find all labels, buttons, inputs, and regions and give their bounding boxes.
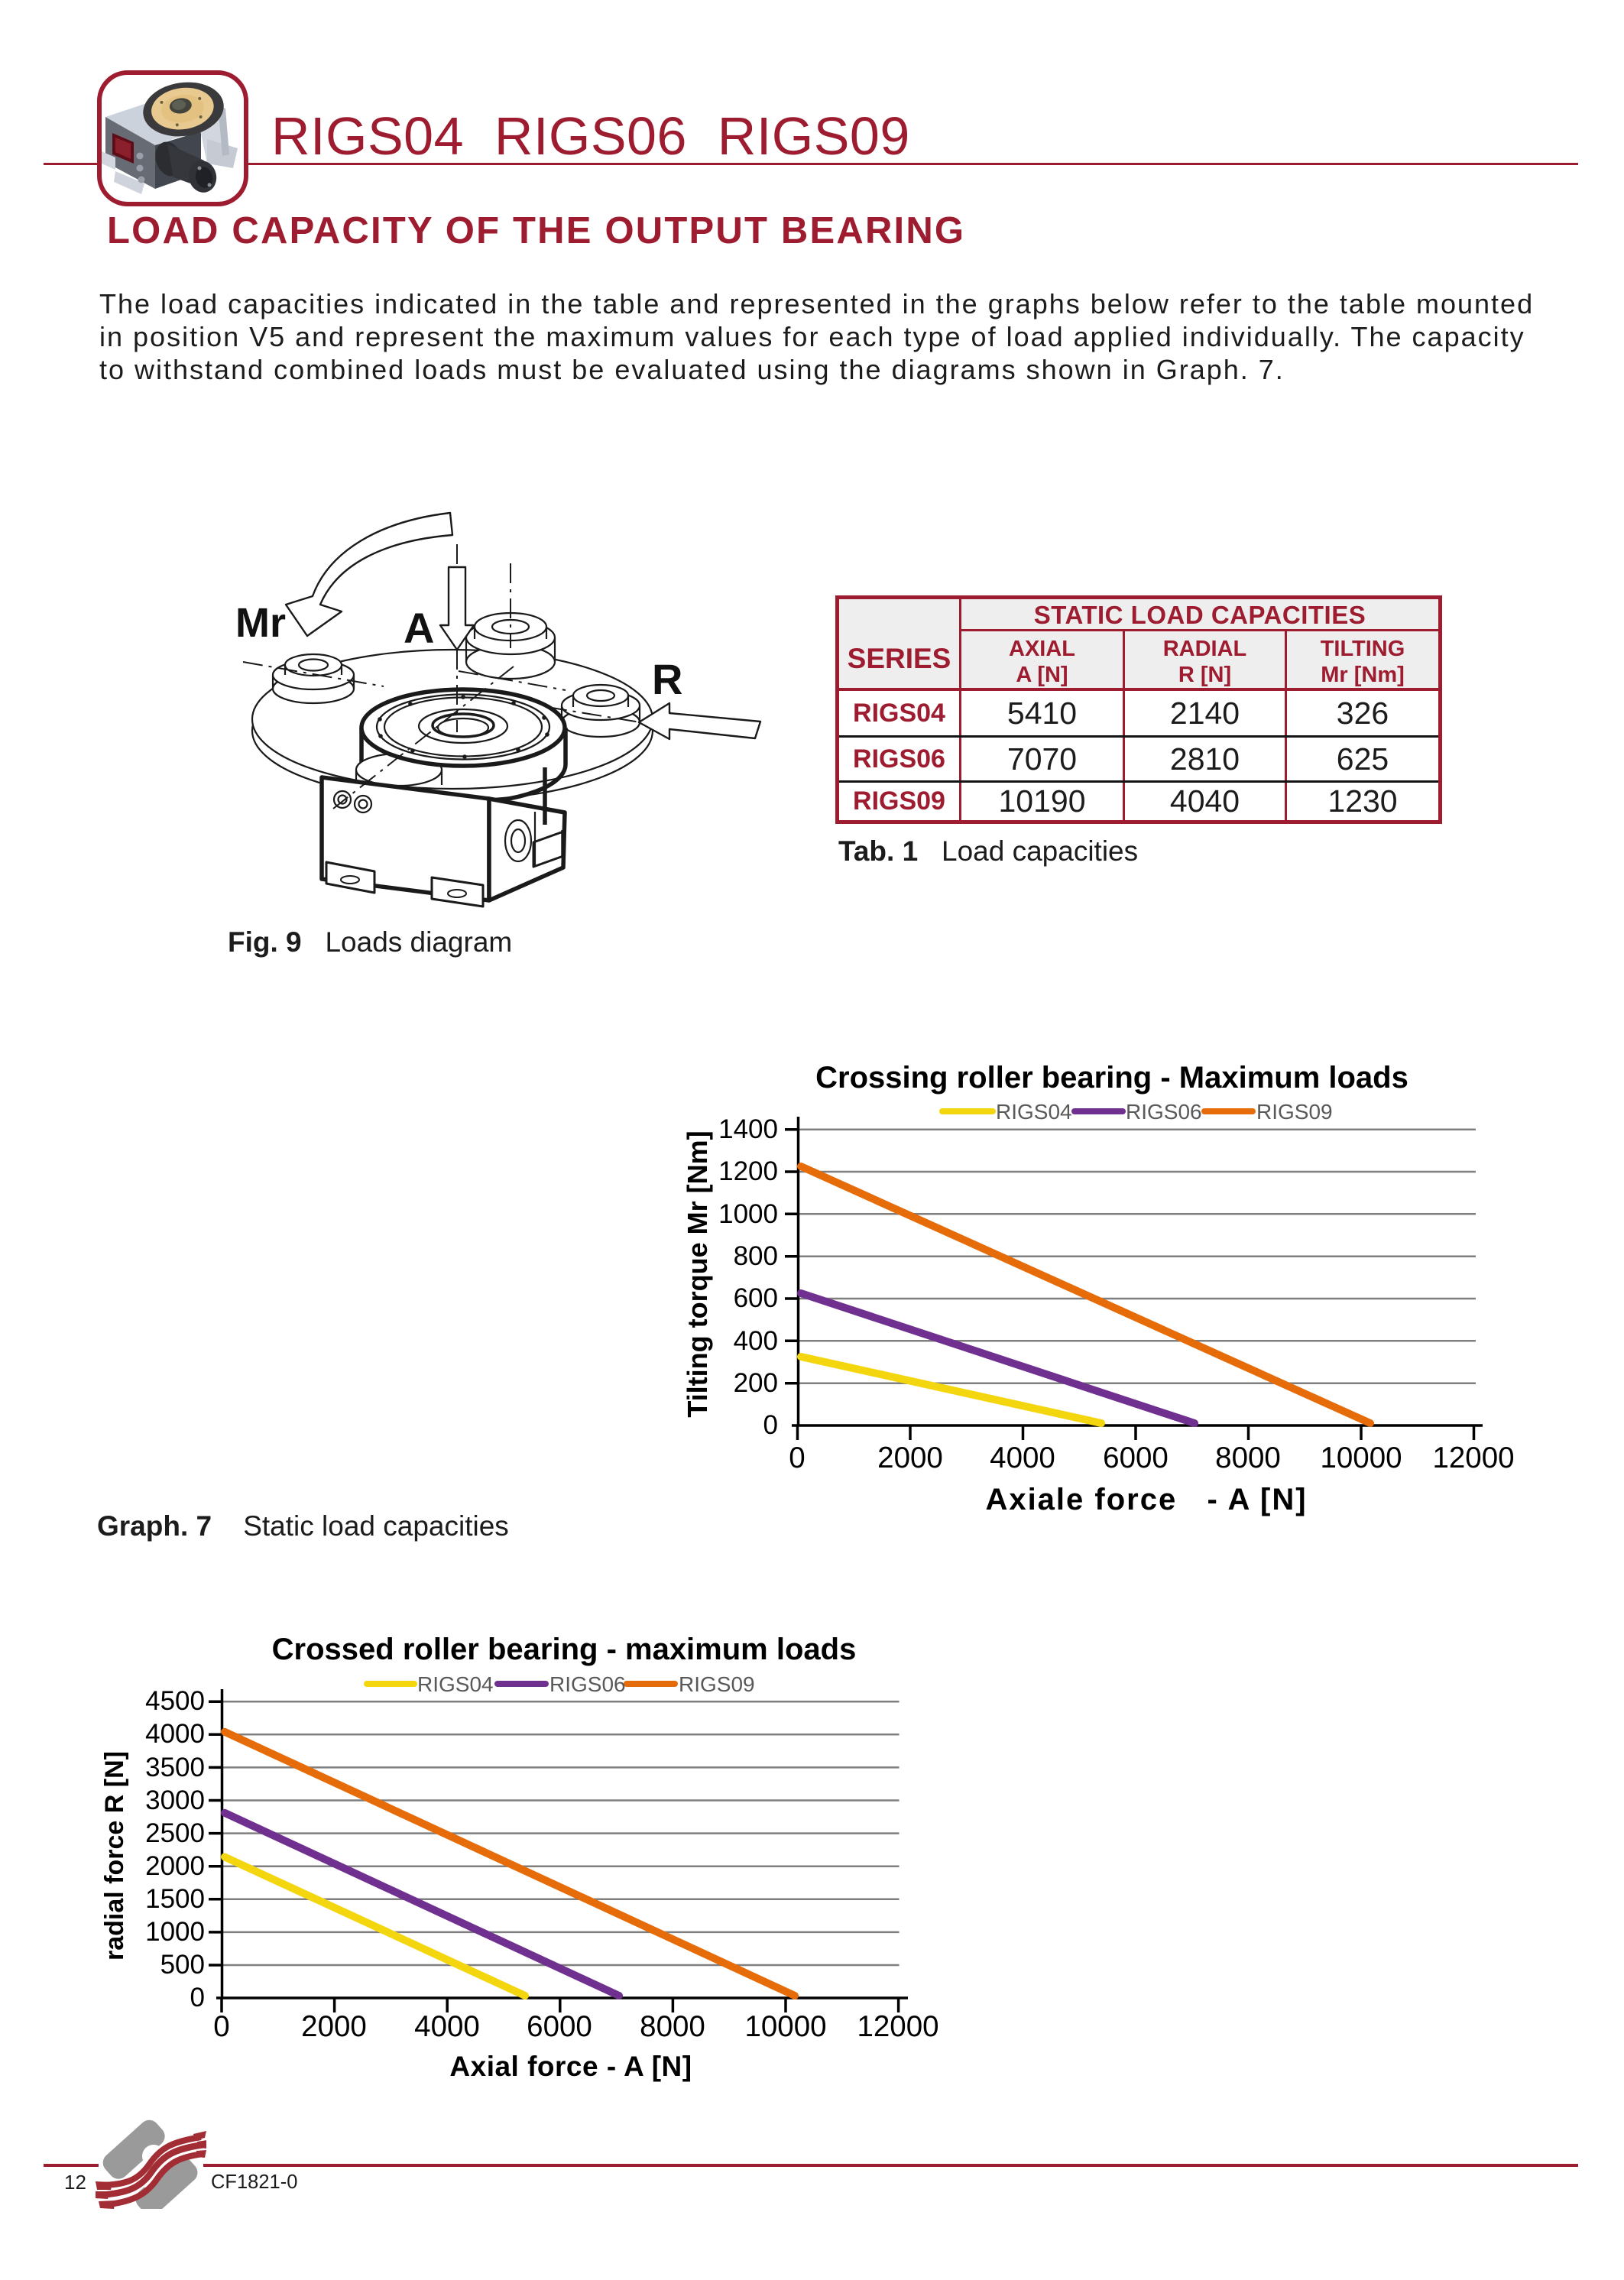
svg-text:1400: 1400 (718, 1114, 778, 1144)
svg-text:RIGS04: RIGS04 (417, 1672, 494, 1696)
svg-text:600: 600 (734, 1283, 778, 1313)
svg-text:200: 200 (734, 1368, 778, 1398)
svg-text:RIGS06: RIGS06 (1126, 1100, 1202, 1124)
svg-text:R: R (652, 655, 682, 703)
svg-text:4000: 4000 (145, 1719, 205, 1749)
svg-text:500: 500 (160, 1950, 205, 1980)
svg-text:radial force R [N]: radial force R [N] (100, 1751, 129, 1961)
svg-text:2000: 2000 (301, 2010, 367, 2043)
svg-text:4000: 4000 (990, 1442, 1055, 1474)
svg-text:RIGS06: RIGS06 (549, 1672, 626, 1696)
svg-text:RIGS09: RIGS09 (679, 1672, 755, 1696)
svg-text:4000: 4000 (414, 2010, 480, 2043)
svg-text:Tilting torque Mr [Nm]: Tilting torque Mr [Nm] (682, 1130, 713, 1417)
svg-text:Axiale force - A [N]: Axiale force - A [N] (985, 1483, 1307, 1516)
svg-text:10000: 10000 (744, 2010, 826, 2043)
svg-text:12000: 12000 (857, 2010, 938, 2043)
svg-text:10000: 10000 (1320, 1442, 1402, 1474)
svg-text:Mr: Mr (235, 600, 286, 646)
svg-text:1000: 1000 (145, 1917, 205, 1947)
svg-text:3500: 3500 (145, 1753, 205, 1782)
svg-text:8000: 8000 (1215, 1442, 1281, 1474)
svg-text:3000: 3000 (145, 1785, 205, 1815)
svg-text:1500: 1500 (145, 1884, 205, 1914)
svg-text:A: A (404, 604, 434, 652)
svg-text:RIGS09: RIGS09 (1256, 1100, 1333, 1124)
svg-text:4500: 4500 (145, 1686, 205, 1716)
svg-text:12000: 12000 (1432, 1442, 1514, 1474)
svg-text:8000: 8000 (640, 2010, 705, 2043)
svg-text:2000: 2000 (145, 1851, 205, 1881)
svg-text:1000: 1000 (718, 1199, 778, 1229)
svg-text:Crossed roller bearing - maxim: Crossed roller bearing - maximum loads (272, 1633, 857, 1666)
svg-text:0: 0 (763, 1410, 778, 1440)
svg-text:6000: 6000 (1103, 1442, 1169, 1474)
svg-text:Axial force - A [N]: Axial force - A [N] (449, 2051, 692, 2082)
svg-text:400: 400 (734, 1326, 778, 1356)
svg-text:0: 0 (789, 1442, 805, 1474)
svg-text:2000: 2000 (877, 1442, 943, 1474)
svg-text:0: 0 (190, 1983, 205, 2012)
svg-text:6000: 6000 (527, 2010, 592, 2043)
svg-text:RIGS04: RIGS04 (996, 1100, 1072, 1124)
svg-text:2500: 2500 (145, 1818, 205, 1848)
svg-text:1200: 1200 (718, 1156, 778, 1186)
svg-text:800: 800 (734, 1241, 778, 1271)
svg-text:Crossing roller bearing - Ma: Crossing roller bearing - Maximum loads (815, 1061, 1408, 1095)
svg-text:0: 0 (213, 2010, 229, 2043)
